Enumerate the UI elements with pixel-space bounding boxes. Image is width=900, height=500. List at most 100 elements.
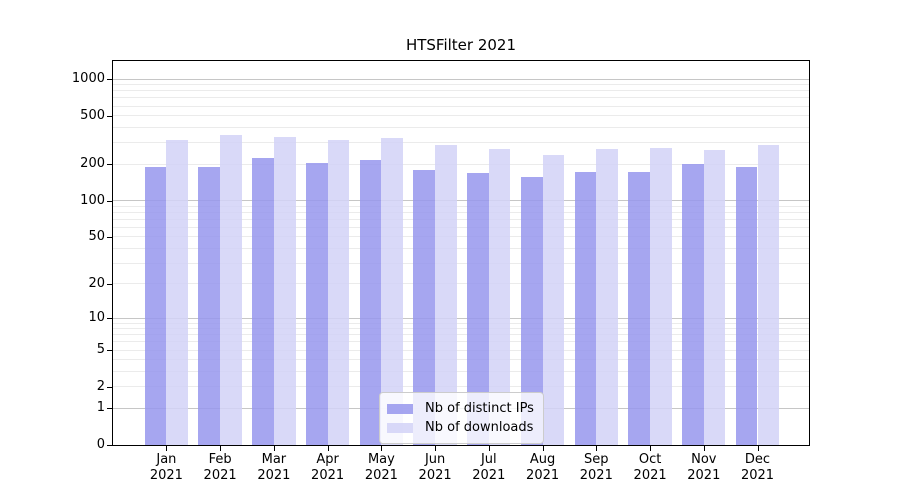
x-tick-sep bbox=[596, 445, 598, 451]
x-tick-dec bbox=[757, 445, 759, 451]
x-tick-mar bbox=[273, 445, 275, 451]
gridline-minor-40 bbox=[113, 247, 809, 249]
y-tick-200 bbox=[107, 164, 113, 166]
legend: Nb of distinct IPs Nb of downloads bbox=[379, 392, 544, 444]
y-tick-label-2: 2 bbox=[96, 378, 105, 394]
x-tick-label-feb: Feb 2021 bbox=[203, 452, 237, 483]
bar-distinct-ips-nov bbox=[682, 164, 704, 445]
x-tick-label-jul: Jul 2021 bbox=[472, 452, 506, 483]
bar-distinct-ips-mar bbox=[252, 158, 274, 445]
y-tick-500 bbox=[107, 115, 113, 117]
y-tick-label-1000: 1000 bbox=[71, 71, 105, 87]
bar-downloads-apr bbox=[327, 140, 350, 445]
bar-downloads-aug bbox=[542, 154, 565, 445]
y-tick-10 bbox=[107, 318, 113, 319]
bar-distinct-ips-jun bbox=[413, 169, 436, 445]
legend-label-downloads: Nb of downloads bbox=[425, 420, 534, 435]
y-tick-5 bbox=[107, 350, 113, 352]
gridline-minor-90 bbox=[113, 205, 809, 207]
y-tick-20 bbox=[107, 283, 113, 285]
legend-swatch-downloads-icon bbox=[387, 422, 413, 433]
bar-distinct-ips-jan bbox=[144, 166, 167, 445]
x-tick-label-dec: Dec 2021 bbox=[740, 452, 775, 483]
y-tick-label-20: 20 bbox=[88, 275, 105, 291]
gridline-minor-70 bbox=[113, 218, 809, 220]
x-tick-feb bbox=[220, 445, 222, 451]
bar-downloads-mar bbox=[273, 137, 296, 445]
bar-downloads-jul bbox=[488, 149, 511, 445]
bar-distinct-ips-oct bbox=[628, 172, 651, 445]
plot-area bbox=[112, 60, 810, 446]
bar-downloads-nov bbox=[703, 150, 726, 445]
gridline-minor-60 bbox=[113, 226, 809, 228]
gridline-major-100 bbox=[113, 200, 809, 202]
gridline-minor-900 bbox=[113, 84, 809, 86]
bar-distinct-ips-aug bbox=[520, 176, 543, 445]
y-tick-100 bbox=[107, 200, 113, 202]
gridline-minor-4 bbox=[113, 359, 809, 361]
y-tick-label-10: 10 bbox=[88, 310, 105, 325]
x-tick-apr bbox=[327, 445, 329, 451]
y-tick-label-50: 50 bbox=[88, 228, 105, 244]
bar-distinct-ips-feb bbox=[198, 167, 221, 445]
bar-downloads-jan bbox=[166, 139, 189, 445]
y-tick-0 bbox=[107, 445, 113, 446]
x-tick-may bbox=[381, 445, 383, 451]
x-tick-label-may: May 2021 bbox=[364, 452, 398, 483]
bar-downloads-feb bbox=[220, 134, 242, 445]
x-tick-label-nov: Nov 2021 bbox=[687, 452, 721, 483]
bar-distinct-ips-jul bbox=[467, 172, 489, 445]
x-tick-label-aug: Aug 2021 bbox=[526, 452, 560, 483]
gridline-major-1000 bbox=[113, 78, 809, 80]
y-tick-1 bbox=[107, 408, 113, 410]
gridline-minor-30 bbox=[113, 262, 809, 264]
gridline-minor-600 bbox=[113, 105, 809, 107]
gridline-minor-300 bbox=[113, 142, 809, 144]
y-tick-1000 bbox=[107, 79, 113, 81]
gridline-minor-20 bbox=[113, 283, 809, 285]
gridline-minor-800 bbox=[113, 90, 809, 92]
gridline-minor-80 bbox=[113, 211, 809, 213]
y-tick-label-100: 100 bbox=[80, 192, 105, 208]
chart-title: HTSFilter 2021 bbox=[405, 36, 517, 54]
x-tick-label-jan: Jan 2021 bbox=[149, 452, 183, 483]
x-tick-label-oct: Oct 2021 bbox=[633, 452, 667, 483]
gridline-minor-2 bbox=[113, 386, 809, 388]
y-tick-label-200: 200 bbox=[80, 156, 105, 172]
y-tick-label-500: 500 bbox=[80, 107, 105, 123]
y-tick-label-0: 0 bbox=[96, 437, 105, 452]
gridline-minor-9 bbox=[113, 322, 809, 324]
x-tick-jun bbox=[435, 445, 437, 451]
bar-downloads-sep bbox=[596, 148, 618, 445]
gridline-minor-400 bbox=[113, 127, 809, 128]
gridline-minor-3 bbox=[113, 371, 809, 373]
x-tick-nov bbox=[703, 445, 705, 451]
x-tick-aug bbox=[542, 445, 544, 451]
y-tick-label-1: 1 bbox=[96, 400, 105, 416]
bar-downloads-dec bbox=[757, 144, 780, 445]
x-tick-label-jun: Jun 2021 bbox=[418, 452, 452, 483]
x-tick-label-mar: Mar 2021 bbox=[257, 452, 291, 483]
bar-distinct-ips-sep bbox=[574, 171, 597, 445]
legend-item-distinct-ips: Nb of distinct IPs bbox=[387, 399, 534, 418]
gridline-minor-700 bbox=[113, 97, 809, 99]
bar-downloads-oct bbox=[650, 148, 672, 445]
gridline-minor-5 bbox=[113, 349, 809, 351]
gridline-major-10 bbox=[113, 317, 809, 319]
gridline-minor-8 bbox=[113, 328, 809, 330]
bar-distinct-ips-dec bbox=[735, 167, 758, 445]
x-tick-oct bbox=[650, 445, 652, 451]
legend-item-downloads: Nb of downloads bbox=[387, 418, 534, 437]
bar-distinct-ips-may bbox=[359, 159, 382, 445]
gridline-minor-7 bbox=[113, 334, 809, 336]
x-tick-label-sep: Sep 2021 bbox=[579, 452, 613, 483]
gridline-minor-6 bbox=[113, 341, 809, 343]
legend-label-distinct-ips: Nb of distinct IPs bbox=[425, 401, 534, 416]
gridline-minor-50 bbox=[113, 236, 809, 238]
y-tick-label-5: 5 bbox=[96, 342, 105, 358]
gridline-minor-500 bbox=[113, 115, 809, 117]
y-tick-2 bbox=[107, 386, 113, 388]
bar-distinct-ips-apr bbox=[305, 162, 328, 445]
gridline-minor-200 bbox=[113, 163, 809, 165]
